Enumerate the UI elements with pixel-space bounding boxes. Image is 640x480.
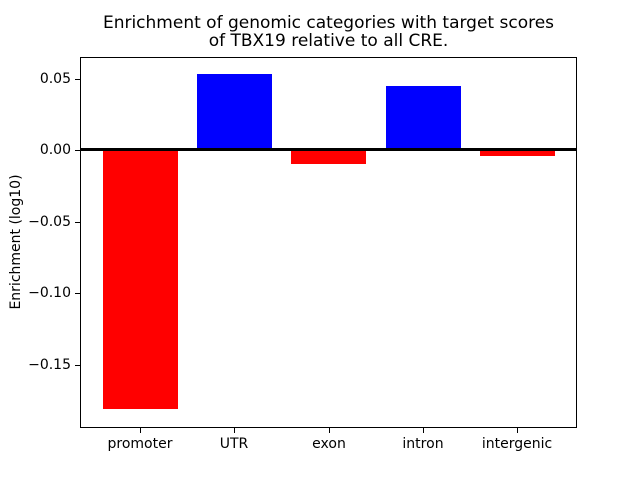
y-tick-mark xyxy=(75,293,80,294)
x-tick-mark xyxy=(140,428,141,433)
x-tick-mark xyxy=(329,428,330,433)
chart-title-line2: of TBX19 relative to all CRE. xyxy=(208,31,449,51)
chart-title-line1: Enrichment of genomic categories with ta… xyxy=(102,13,555,33)
x-tick-label-intron: intron xyxy=(402,436,444,452)
y-tick-label: 0.05 xyxy=(39,71,71,87)
chart-title: Enrichment of genomic categories with ta… xyxy=(80,14,577,50)
x-tick-mark xyxy=(423,428,424,433)
bar-promoter xyxy=(103,150,178,409)
y-tick-mark xyxy=(75,222,80,223)
y-tick-label: −0.15 xyxy=(28,357,71,373)
x-tick-mark xyxy=(517,428,518,433)
y-tick-mark xyxy=(75,365,80,366)
x-tick-mark xyxy=(234,428,235,433)
y-tick-mark xyxy=(75,79,80,80)
bar-intron xyxy=(386,86,461,150)
y-tick-mark xyxy=(75,150,80,151)
y-tick-label: 0.00 xyxy=(39,142,71,158)
zero-line xyxy=(81,148,576,151)
x-tick-label-UTR: UTR xyxy=(219,436,249,452)
x-tick-label-exon: exon xyxy=(312,436,346,452)
y-tick-label: −0.05 xyxy=(28,214,71,230)
x-tick-label-intergenic: intergenic xyxy=(481,436,553,452)
bar-intergenic xyxy=(480,150,555,156)
y-tick-label: −0.10 xyxy=(28,285,71,301)
x-tick-label-promoter: promoter xyxy=(107,436,173,452)
bar-UTR xyxy=(197,74,272,150)
bar-exon xyxy=(291,150,366,164)
